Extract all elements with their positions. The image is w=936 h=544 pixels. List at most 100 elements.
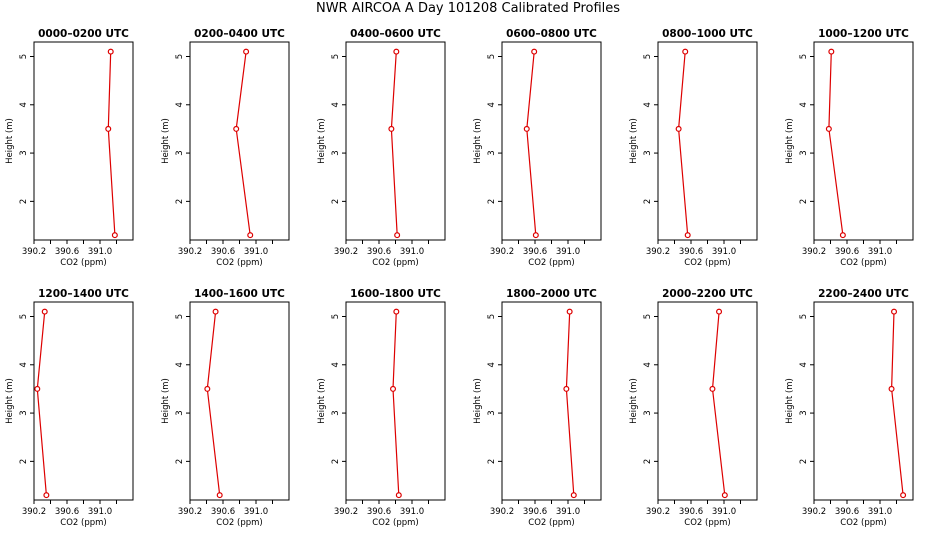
data-point (34, 385, 41, 392)
y-tick-label: 3 (643, 410, 653, 415)
profile-line (107, 51, 116, 236)
y-tick-label: 4 (331, 362, 341, 367)
x-tick-label: 390.2 (334, 247, 358, 257)
y-tick-label: 5 (331, 314, 341, 319)
data-point (212, 308, 219, 315)
x-tick-label: 391.0 (868, 247, 892, 257)
y-tick-label: 2 (487, 459, 497, 464)
profile-line (890, 311, 904, 496)
y-tick-label: 4 (487, 362, 497, 367)
y-tick-label: 2 (799, 199, 809, 204)
data-point (721, 492, 728, 499)
plot-frame (657, 301, 758, 501)
x-tick-label: 390.2 (802, 247, 826, 257)
data-point (111, 232, 118, 239)
data-point (388, 125, 395, 132)
y-tick-label: 5 (175, 54, 185, 59)
x-tick-label: 391.0 (868, 507, 892, 517)
data-point (531, 48, 538, 55)
y-tick-label: 2 (799, 459, 809, 464)
y-tick-label: 2 (643, 459, 653, 464)
data-point (825, 125, 832, 132)
y-tick-label: 4 (799, 102, 809, 107)
x-tick-label: 391.0 (244, 247, 268, 257)
x-axis-label: CO2 (ppm) (60, 518, 106, 528)
data-point (247, 232, 254, 239)
panel-title: 0400–0600 UTC (350, 28, 441, 40)
y-tick-label: 3 (331, 150, 341, 155)
data-point (43, 492, 50, 499)
x-tick-label: 390.2 (22, 507, 46, 517)
x-axis-label: CO2 (ppm) (216, 518, 262, 528)
x-tick-label: 391.0 (712, 507, 736, 517)
x-tick-label: 390.2 (490, 247, 514, 257)
data-point (107, 48, 114, 55)
x-tick-label: 391.0 (556, 507, 580, 517)
y-tick-label: 5 (643, 54, 653, 59)
panel-title: 0000–0200 UTC (38, 28, 129, 40)
x-tick-label: 390.2 (334, 507, 358, 517)
y-axis-label: Height (m) (161, 378, 171, 424)
data-point (684, 232, 691, 239)
data-point (900, 492, 907, 499)
panel-title: 1800–2000 UTC (506, 288, 597, 300)
x-tick-label: 390.6 (367, 247, 391, 257)
y-tick-label: 3 (175, 410, 185, 415)
y-tick-label: 3 (799, 410, 809, 415)
plot-frame (657, 41, 758, 241)
x-axis-label: CO2 (ppm) (528, 258, 574, 268)
y-axis-label: Height (m) (785, 378, 795, 424)
x-tick-label: 391.0 (400, 507, 424, 517)
data-point (204, 385, 211, 392)
panel-title: 2000–2200 UTC (662, 288, 753, 300)
y-tick-label: 5 (799, 314, 809, 319)
y-tick-label: 4 (331, 102, 341, 107)
profile-line (390, 51, 398, 236)
y-tick-label: 2 (331, 199, 341, 204)
y-tick-label: 5 (487, 54, 497, 59)
x-axis-label: CO2 (ppm) (60, 258, 106, 268)
y-tick-label: 3 (487, 410, 497, 415)
y-tick-label: 4 (487, 102, 497, 107)
plot-frame (189, 301, 290, 501)
x-axis-label: CO2 (ppm) (840, 518, 886, 528)
panel-title: 0800–1000 UTC (662, 28, 753, 40)
profile-line (711, 311, 726, 496)
x-tick-label: 390.2 (178, 507, 202, 517)
y-tick-label: 3 (19, 150, 29, 155)
x-tick-label: 390.2 (646, 507, 670, 517)
data-point (532, 232, 539, 239)
data-point (839, 232, 846, 239)
data-point (828, 48, 835, 55)
y-axis-label: Height (m) (473, 118, 483, 164)
data-point (888, 385, 895, 392)
data-point (709, 385, 716, 392)
data-point (390, 385, 397, 392)
x-axis-label: CO2 (ppm) (528, 518, 574, 528)
x-tick-label: 390.2 (490, 507, 514, 517)
y-tick-label: 3 (175, 150, 185, 155)
x-tick-label: 390.6 (367, 507, 391, 517)
y-tick-label: 2 (643, 199, 653, 204)
y-axis-label: Height (m) (785, 118, 795, 164)
data-point (393, 308, 400, 315)
data-point (891, 308, 898, 315)
panel-8: 1600–1800 UTC 390.2 390.6 391.0 2 3 4 5 CO2 (ppm… (317, 288, 446, 528)
plot-frame (33, 41, 134, 241)
y-tick-label: 2 (175, 199, 185, 204)
y-tick-label: 4 (175, 362, 185, 367)
y-tick-label: 5 (799, 54, 809, 59)
panel-title: 1000–1200 UTC (818, 28, 909, 40)
x-tick-label: 391.0 (88, 247, 112, 257)
y-axis-label: Height (m) (473, 378, 483, 424)
plot-frame (189, 41, 290, 241)
y-tick-label: 5 (487, 314, 497, 319)
panel-title: 1200–1400 UTC (38, 288, 129, 300)
data-point (105, 125, 112, 132)
panel-11: 2200–2400 UTC 390.2 390.6 391.0 2 3 4 5 CO2 (ppm… (785, 288, 914, 528)
y-tick-label: 3 (331, 410, 341, 415)
y-axis-label: Height (m) (629, 118, 639, 164)
profile-line (235, 51, 251, 236)
data-point (523, 125, 530, 132)
panel-title: 0200–0400 UTC (194, 28, 285, 40)
